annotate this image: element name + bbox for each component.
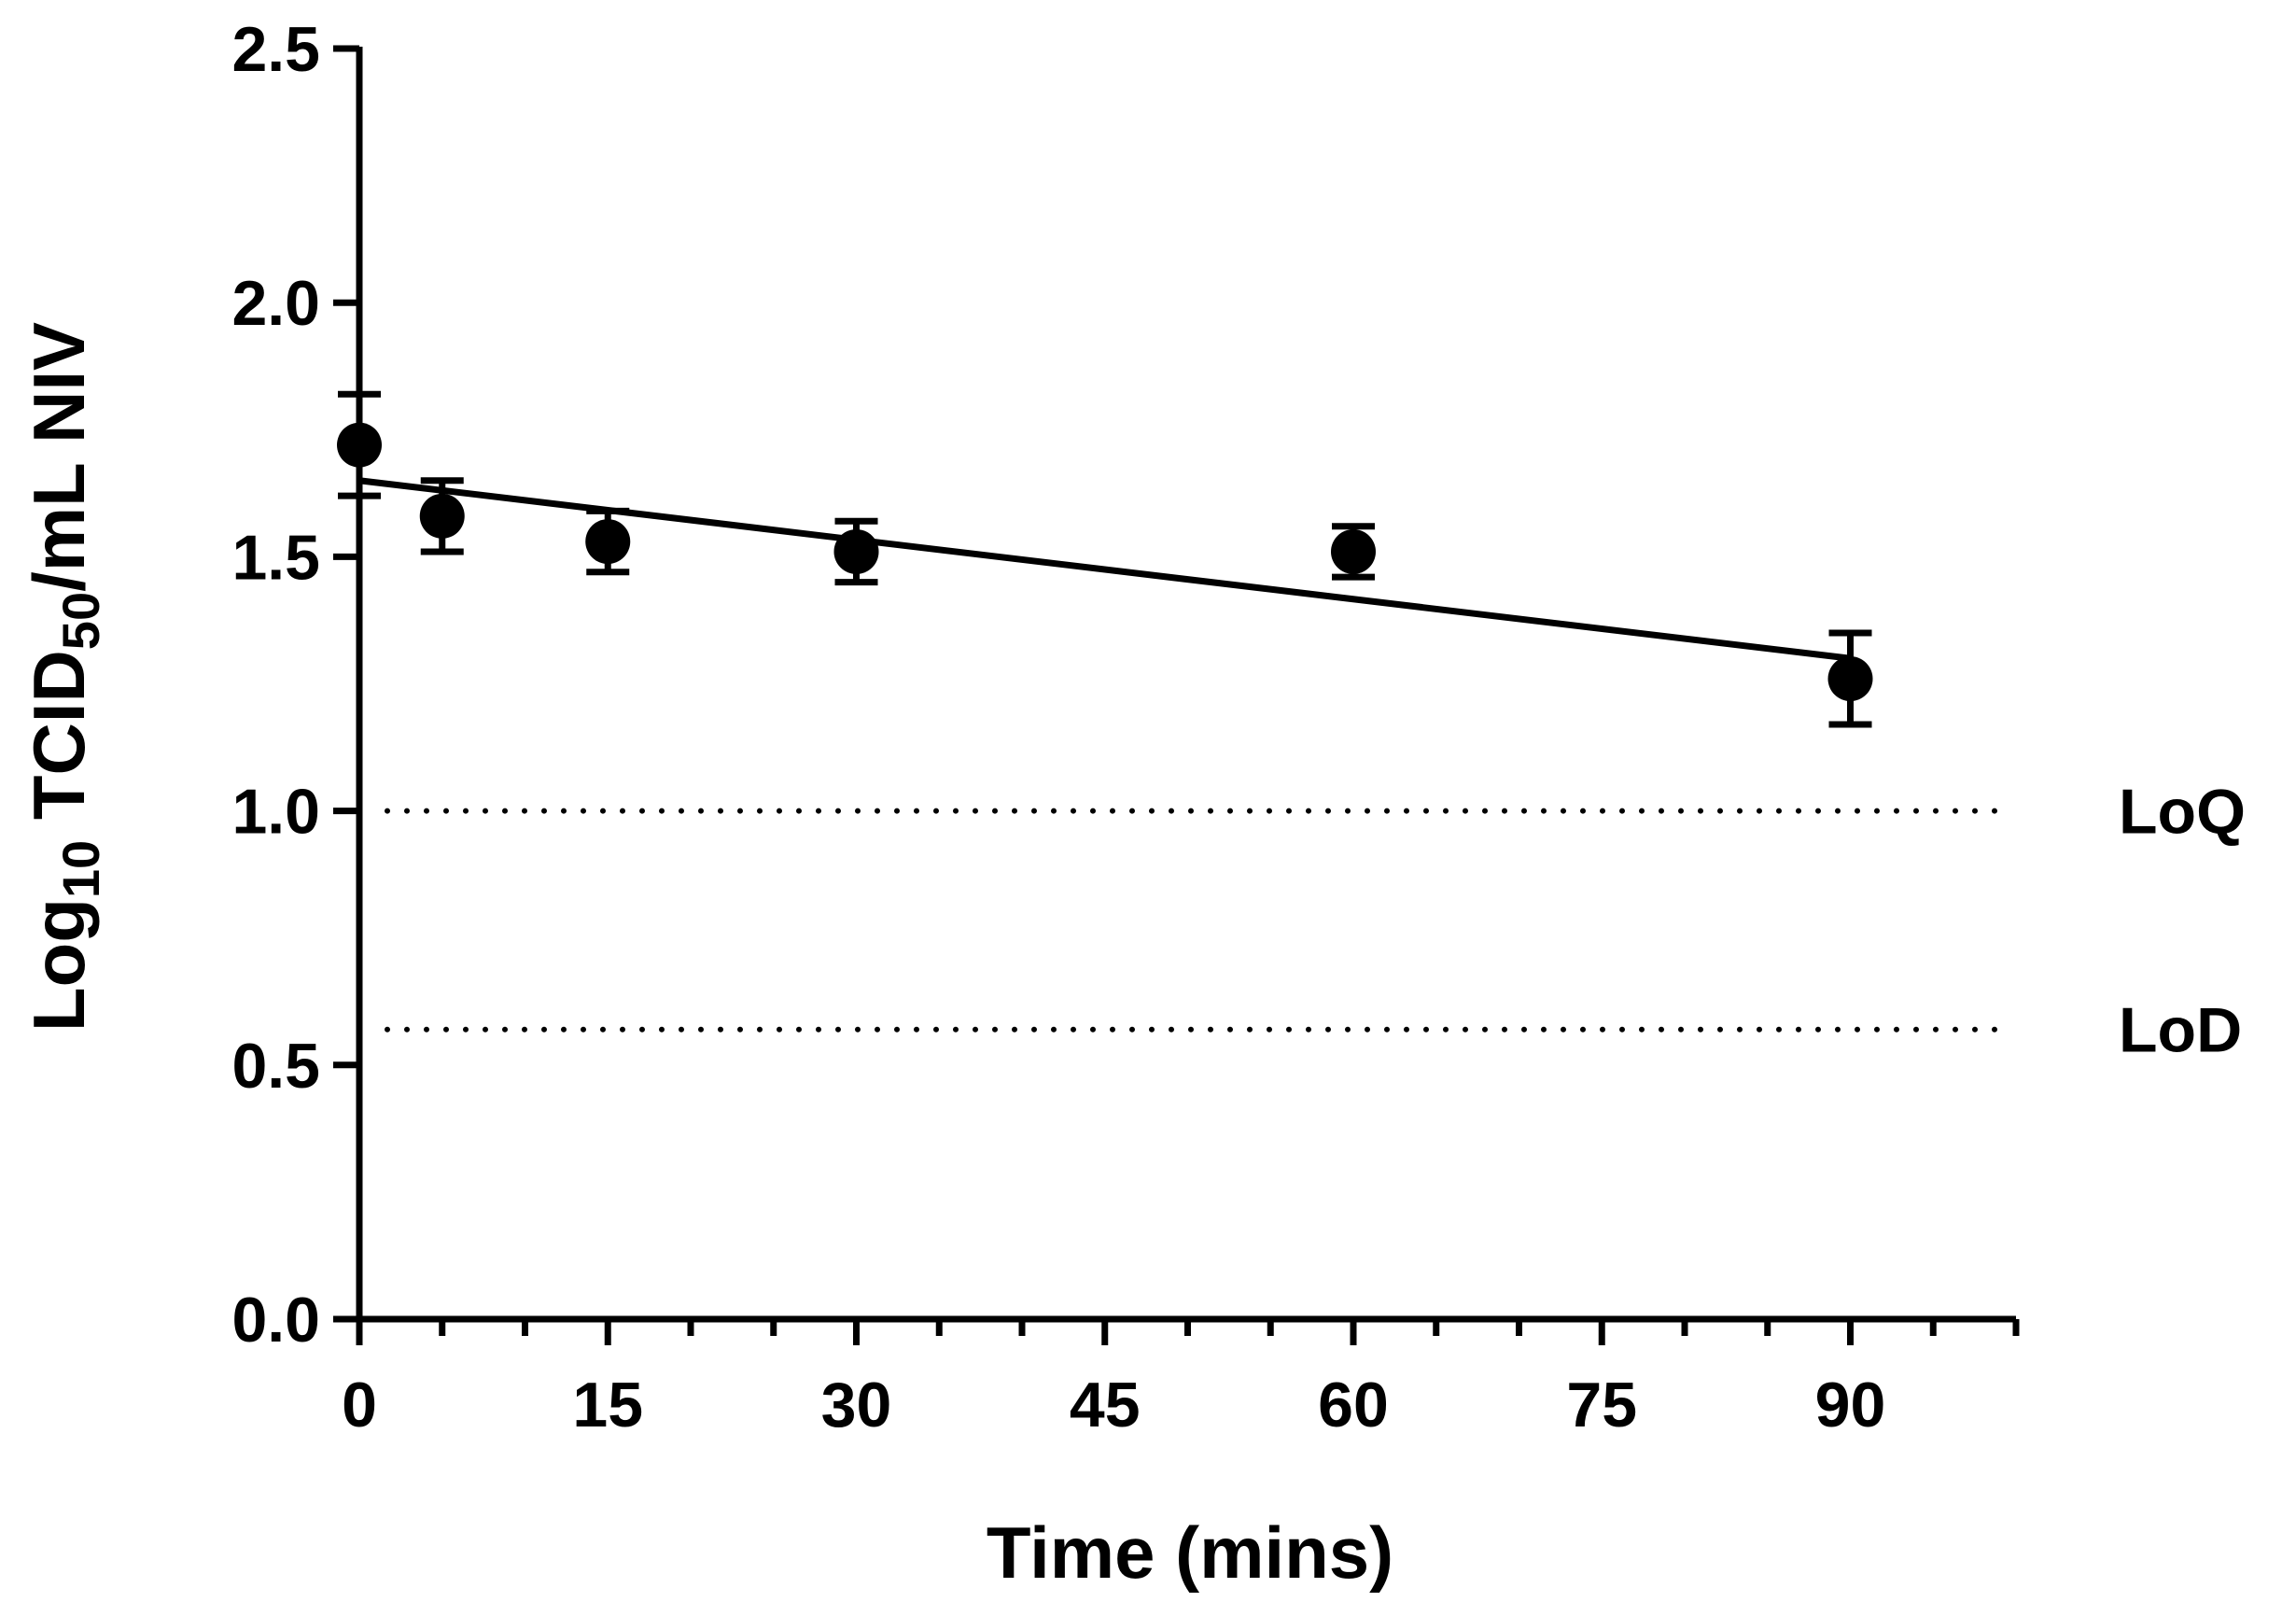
data-point-5 [419, 493, 465, 539]
x-tick-label-45: 45 [1070, 1370, 1141, 1440]
x-tick-label-60: 60 [1318, 1370, 1389, 1440]
reference-label-loq: LoQ [2119, 777, 2246, 848]
data-point-60 [1331, 528, 1376, 574]
data-point-90 [1827, 656, 1873, 702]
x-tick-label-90: 90 [1815, 1370, 1886, 1440]
y-tick-label-1.0: 1.0 [231, 777, 320, 848]
x-axis: 0 15 30 45 60 75 90 [342, 1315, 2020, 1440]
y-tick-label-2.5: 2.5 [231, 14, 320, 85]
y-tick-label-0.5: 0.5 [231, 1031, 320, 1102]
y-axis-title-prefix-subscript: 10 [51, 840, 110, 898]
data-point-15 [585, 519, 631, 565]
y-axis-title: Log10 TCID50/mL NIV [18, 322, 110, 1032]
reference-lines: LoQ LoD [385, 777, 2246, 1066]
y-axis-title-suffix: /mL NIV [18, 322, 100, 592]
y-tick-label-1.5: 1.5 [231, 522, 320, 593]
y-axis-title-prefix: Log [18, 898, 100, 1032]
fit-line [358, 477, 1851, 662]
data-points [337, 390, 1873, 728]
reference-label-lod: LoD [2119, 995, 2242, 1066]
y-axis-title-main: TCID [18, 650, 100, 840]
y-axis: 0.0 0.5 1.0 1.5 2.0 2.5 [231, 14, 363, 1356]
y-axis-title-main-subscript: 50 [51, 592, 110, 650]
data-point-30 [833, 528, 879, 574]
x-tick-label-30: 30 [821, 1370, 892, 1440]
fit-line-group [358, 477, 1851, 662]
x-axis-title: Time (mins) [987, 1511, 1393, 1594]
x-tick-label-15: 15 [572, 1370, 643, 1440]
x-tick-label-0: 0 [342, 1370, 377, 1440]
y-tick-label-0.0: 0.0 [231, 1285, 320, 1356]
x-tick-label-75: 75 [1566, 1370, 1637, 1440]
y-tick-label-2.0: 2.0 [231, 268, 320, 339]
data-point-0 [337, 422, 382, 468]
